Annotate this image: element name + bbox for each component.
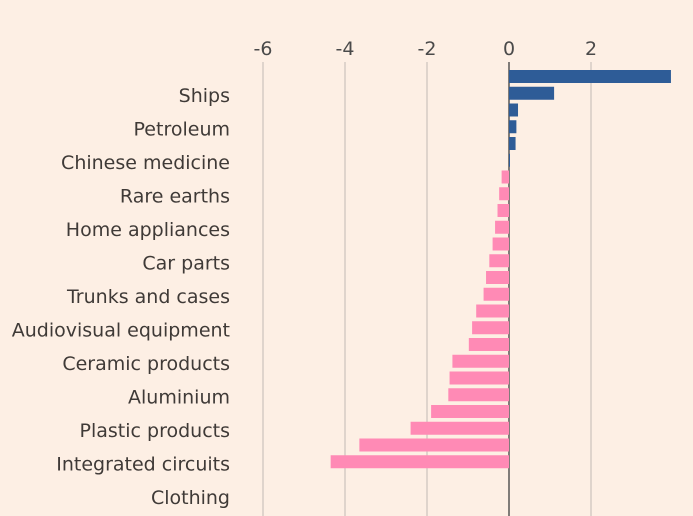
bar: [483, 287, 509, 301]
bar: [489, 254, 509, 268]
category-label: Chinese medicine: [61, 152, 230, 174]
category-label: Trunks and cases: [66, 286, 230, 308]
x-tick-label: 0: [503, 38, 515, 60]
x-tick-labels: -6 -4 -2 0 2: [254, 38, 598, 60]
category-label: Aluminium: [128, 387, 230, 409]
x-tick-label: 2: [585, 38, 597, 60]
bar: [501, 170, 509, 184]
bar: [452, 354, 509, 368]
category-label: Petroleum: [134, 119, 230, 141]
bar: [499, 187, 509, 201]
bar: [448, 388, 509, 402]
category-label: Rare earths: [120, 186, 230, 208]
category-label: Plastic products: [80, 420, 230, 442]
category-label: Integrated circuits: [56, 454, 230, 476]
bar: [449, 371, 509, 385]
x-tick-label: -6: [254, 38, 273, 60]
bar: [472, 321, 509, 335]
bar: [359, 438, 509, 452]
category-label: Clothing: [151, 487, 230, 509]
bar: [495, 220, 509, 234]
bar: [509, 120, 517, 134]
bar: [486, 271, 509, 284]
bar: [410, 421, 509, 435]
bars: [330, 70, 671, 469]
x-tick-label: -4: [336, 38, 355, 60]
category-label: Home appliances: [66, 219, 230, 241]
bar: [509, 103, 519, 117]
bar: [509, 137, 516, 150]
bar: [509, 153, 510, 167]
category-label: Audiovisual equipment: [12, 320, 230, 342]
bar: [509, 70, 671, 83]
bar: [492, 237, 509, 251]
x-tick-label: -2: [418, 38, 437, 60]
category-label: Car parts: [142, 253, 230, 275]
bar: [330, 455, 509, 469]
category-label: Ships: [179, 85, 230, 107]
bar: [497, 204, 509, 217]
category-label: Ceramic products: [62, 353, 230, 375]
category-labels: Ships Petroleum Chinese medicine Rare earth…: [12, 85, 230, 509]
bar: [509, 86, 555, 100]
bar: [468, 338, 509, 351]
bar: [476, 304, 509, 318]
bar: [431, 405, 509, 418]
